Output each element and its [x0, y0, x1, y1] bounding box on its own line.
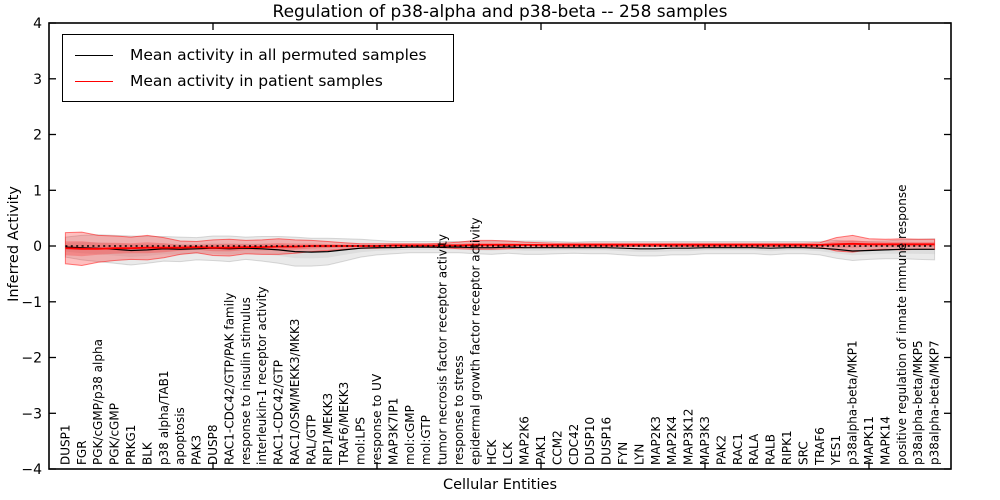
x-category-label: tumor necrosis factor receptor activity: [436, 234, 450, 465]
x-category-label: CDC42: [567, 424, 581, 465]
x-category-label: MAP3K12: [682, 408, 696, 465]
x-category-label: MAP3K3: [698, 416, 712, 465]
y-tick-label: −1: [21, 295, 42, 311]
x-category-label: FYN: [616, 442, 630, 465]
x-category-label: MAPK14: [878, 416, 892, 465]
x-category-label: RAC1-CDC42/GTP/PAK family: [222, 293, 236, 465]
y-tick-label: 4: [33, 16, 42, 32]
legend-entry-permuted: Mean activity in all permuted samples: [75, 42, 427, 68]
x-category-label: LCK: [501, 441, 515, 465]
legend-label: Mean activity in all permuted samples: [130, 46, 427, 64]
legend-entry-patient: Mean activity in patient samples: [75, 68, 427, 94]
y-tick-label: 0: [33, 239, 42, 255]
x-category-label: p38alpha-beta/MKP1: [846, 340, 860, 465]
x-category-label: PAK3: [190, 435, 204, 465]
x-category-label: MAP2K4: [665, 416, 679, 465]
x-category-label: p38alpha-beta/MKP5: [911, 340, 925, 465]
chart-title: Regulation of p38-alpha and p38-beta -- …: [272, 2, 728, 22]
x-category-label: HCK: [485, 439, 499, 465]
y-tick-label: −2: [21, 351, 42, 367]
x-category-label: FGR: [75, 440, 89, 465]
legend-label: Mean activity in patient samples: [130, 72, 383, 90]
x-category-label: YES1: [829, 435, 843, 466]
x-category-label: RALB: [764, 434, 778, 465]
x-category-label: PRKG1: [124, 425, 138, 465]
x-category-label: p38 alpha/TAB1: [157, 371, 171, 465]
x-category-label: DUSP10: [583, 417, 597, 465]
x-category-label: BLK: [140, 441, 154, 465]
x-category-label: DUSP16: [600, 417, 614, 465]
y-axis-title: Inferred Activity: [6, 186, 22, 302]
x-category-label: CCM2: [550, 430, 564, 465]
x-category-label: RAC1/OSM/MEKK3/MKK3: [288, 319, 302, 465]
patient-mean-line: [65, 242, 935, 250]
x-category-label: PAK2: [714, 435, 728, 465]
x-category-label: TRAF6/MEKK3: [337, 382, 351, 466]
permuted-band-outer: [64, 234, 936, 267]
y-tick-label: 2: [33, 128, 42, 144]
x-category-label: MAP2K6: [518, 416, 532, 465]
x-axis-title: Cellular Entities: [442, 477, 558, 493]
x-category-label: MAP2K3: [649, 416, 663, 465]
x-category-label: SRC: [796, 441, 810, 465]
y-tick-label: −3: [21, 406, 42, 422]
y-tick-label: 1: [33, 183, 42, 199]
legend-box: Mean activity in all permuted samples Me…: [62, 34, 454, 102]
x-category-label: p38alpha-beta/MKP7: [928, 340, 942, 465]
x-category-label: mol:cGMP: [403, 405, 417, 465]
x-category-label: PAK1: [534, 435, 548, 465]
x-category-label: PGK/cGMP/p38 alpha: [91, 339, 105, 465]
x-category-label: PGK/cGMP: [108, 403, 122, 465]
x-category-label: response to stress: [452, 355, 466, 465]
x-category-label: apoptosis: [173, 407, 187, 465]
x-category-label: RIP1/MEKK3: [321, 393, 335, 465]
legend-line-sample-black: [75, 54, 113, 56]
x-category-label: MAP3K7IP1: [386, 398, 400, 465]
patient-band-inner: [65, 240, 935, 257]
x-category-label: RIPK1: [780, 430, 794, 465]
y-tick-label: −4: [21, 462, 42, 478]
x-category-label: LYN: [632, 444, 646, 465]
legend-line-sample-red: [75, 80, 113, 82]
x-category-label: mol:LPS: [354, 417, 368, 465]
x-category-label: DUSP8: [206, 424, 220, 465]
x-category-label: MAPK11: [862, 416, 876, 465]
x-category-label: TRAF6: [813, 427, 827, 466]
x-category-label: response to UV: [370, 373, 384, 465]
x-category-label: interleukin-1 receptor activity: [255, 286, 269, 465]
x-category-label: positive regulation of innate immune res…: [895, 185, 909, 465]
x-category-label: RALA: [747, 433, 761, 465]
x-category-label: DUSP1: [58, 424, 72, 465]
x-category-label: RAC1-CDC42/GTP: [272, 360, 286, 465]
y-tick-label: 3: [33, 72, 42, 88]
x-category-label: epidermal growth factor receptor activit…: [468, 218, 482, 465]
x-category-label: RAC1: [731, 433, 745, 465]
x-category-label: response to insulin stimulus: [239, 297, 253, 465]
x-category-label: RAL/GTP: [304, 415, 318, 465]
x-category-label: mol:GTP: [419, 415, 433, 465]
